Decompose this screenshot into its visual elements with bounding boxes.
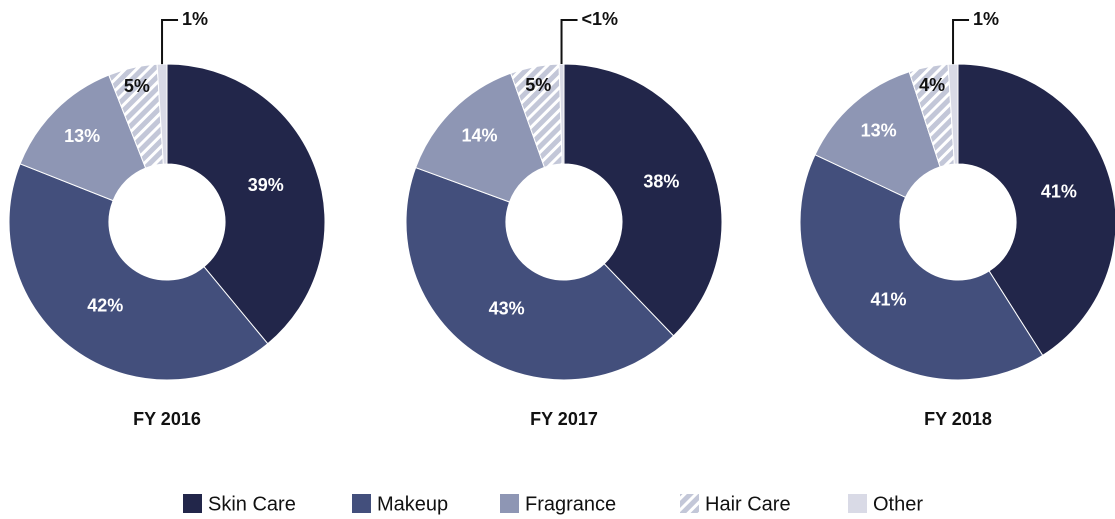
donut-slice (957, 63, 1115, 357)
value-label: 42% (87, 296, 123, 316)
legend-swatch (183, 494, 202, 513)
donut-slice (814, 71, 941, 198)
donut-slice (947, 63, 959, 165)
chart-title: FY 2016 (133, 409, 201, 429)
legend-swatch (352, 494, 371, 513)
value-label: 14% (461, 126, 497, 146)
value-label: 13% (861, 121, 897, 141)
donut-slice (563, 63, 723, 337)
legend-label: Skin Care (208, 493, 296, 515)
value-label: <1% (582, 9, 619, 29)
donut-slice (558, 63, 565, 165)
leader-line (560, 19, 578, 65)
donut-slice (799, 154, 1044, 381)
donut-slice (8, 163, 269, 381)
value-label: 39% (248, 175, 284, 195)
donut-slice (405, 166, 675, 381)
value-label: 38% (643, 172, 679, 192)
value-label: 41% (871, 290, 907, 310)
value-label: 13% (64, 126, 100, 146)
value-label: 1% (182, 9, 208, 29)
value-label: 5% (124, 76, 150, 96)
leader-line (161, 19, 179, 65)
legend-swatch (500, 494, 519, 513)
legend-label: Fragrance (525, 493, 616, 515)
value-label: 1% (973, 9, 999, 29)
legend-swatch (680, 494, 699, 513)
donut-slice (166, 63, 326, 345)
legend-label: Hair Care (705, 493, 791, 515)
chart-title: FY 2018 (924, 409, 992, 429)
legend-swatch (848, 494, 867, 513)
donut-slice (19, 74, 147, 202)
value-label: 41% (1041, 181, 1077, 201)
leader-line (952, 19, 970, 65)
legend-label: Makeup (377, 493, 448, 515)
donut-slice (156, 63, 168, 165)
chart-title: FY 2017 (530, 409, 598, 429)
donut-slice (415, 72, 546, 203)
legend-label: Other (873, 493, 923, 515)
value-label: 5% (525, 75, 551, 95)
value-label: 4% (919, 75, 945, 95)
value-label: 43% (489, 299, 525, 319)
